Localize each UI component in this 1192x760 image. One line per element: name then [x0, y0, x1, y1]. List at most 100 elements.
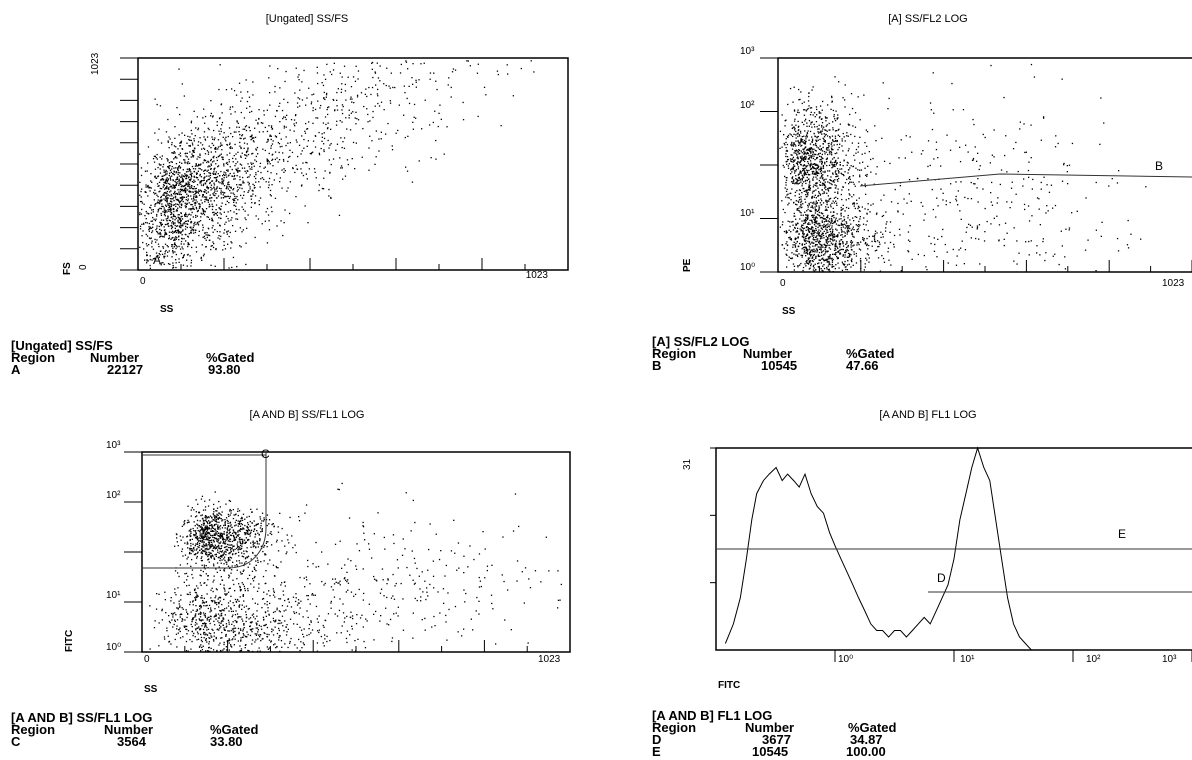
scatter-point: [239, 176, 241, 178]
scatter-point: [374, 72, 377, 74]
scatter-point: [833, 115, 835, 118]
scatter-point: [233, 539, 235, 542]
scatter-point: [817, 194, 820, 197]
scatter-point: [817, 254, 819, 256]
scatter-point: [841, 239, 843, 241]
scatter-point: [857, 151, 859, 153]
scatter-point: [825, 186, 827, 188]
scatter-point: [926, 269, 928, 271]
scatter-point: [153, 191, 155, 194]
scatter-point: [163, 257, 165, 259]
scatter-point: [199, 182, 201, 184]
scatter-point: [815, 173, 817, 176]
scatter-point: [270, 195, 272, 197]
scatter-point: [823, 184, 825, 186]
scatter-point: [181, 189, 183, 191]
scatter-point: [1012, 148, 1015, 150]
scatter-point: [841, 145, 843, 147]
scatter-point: [476, 72, 479, 74]
scatter-point: [972, 157, 975, 160]
scatter-point: [377, 102, 379, 105]
scatter-point: [211, 208, 214, 211]
scatter-point: [189, 139, 191, 141]
scatter-point: [801, 235, 803, 238]
scatter-point: [270, 138, 272, 141]
scatter-point: [823, 221, 826, 223]
scatter-point: [1013, 227, 1015, 229]
scatter-point: [796, 154, 798, 156]
scatter-point: [797, 140, 799, 143]
scatter-point: [231, 540, 233, 543]
scatter-point: [170, 203, 172, 205]
scatter-point: [822, 167, 825, 169]
scatter-point: [795, 114, 798, 116]
scatter-point: [269, 135, 271, 137]
scatter-point: [258, 109, 260, 111]
scatter-point: [183, 189, 185, 192]
scatter-point: [348, 109, 350, 111]
scatter-point: [262, 131, 264, 133]
scatter-point: [199, 173, 201, 176]
scatter-point: [805, 153, 807, 155]
scatter-point: [803, 114, 806, 116]
scatter-point: [336, 105, 338, 107]
scatter-point: [240, 137, 242, 140]
scatter-point: [874, 233, 876, 235]
scatter-point: [1061, 78, 1063, 80]
scatter-point: [215, 568, 217, 570]
scatter-point: [429, 78, 431, 80]
scatter-point: [404, 92, 406, 94]
scatter-point: [173, 231, 175, 234]
scatter-point: [171, 245, 173, 248]
scatter-point: [221, 527, 224, 529]
scatter-point: [793, 109, 796, 111]
scatter-point: [372, 76, 374, 79]
scatter-point: [355, 111, 357, 113]
scatter-point: [799, 172, 801, 174]
scatter-point: [232, 517, 235, 520]
scatter-point: [856, 225, 859, 227]
scatter-point: [172, 264, 174, 267]
scatter-point: [842, 132, 844, 135]
scatter-point: [168, 206, 170, 209]
scatter-point: [876, 232, 878, 234]
scatter-point: [223, 177, 225, 179]
scatter-point: [191, 228, 193, 230]
scatter-point: [819, 145, 821, 147]
scatter-point: [844, 266, 846, 268]
scatter-point: [864, 266, 866, 268]
scatter-point: [821, 163, 823, 165]
scatter-point: [371, 86, 374, 89]
scatter-point: [287, 160, 289, 163]
scatter-point: [166, 255, 169, 257]
scatter-point: [1103, 122, 1105, 124]
scatter-point: [814, 173, 816, 175]
scatter-point: [167, 194, 170, 196]
scatter-point: [984, 231, 986, 233]
scatter-point: [802, 168, 804, 170]
scatter-point: [213, 177, 216, 179]
scatter-point: [154, 205, 156, 207]
scatter-point: [188, 213, 190, 215]
scatter-point: [193, 223, 195, 225]
scatter-point: [819, 138, 821, 141]
scatter-point: [323, 149, 325, 151]
scatter-point: [221, 559, 223, 561]
scatter-point: [235, 218, 237, 220]
scatter-point: [791, 141, 793, 144]
scatter-point: [942, 228, 944, 231]
scatter-point: [821, 161, 823, 163]
scatter-point: [215, 171, 217, 173]
scatter-point: [805, 165, 807, 167]
scatter-point: [830, 183, 832, 185]
scatter-point: [181, 177, 184, 180]
scatter-point: [826, 203, 828, 206]
scatter-point: [192, 149, 194, 152]
scatter-point: [156, 194, 158, 196]
scatter-point: [278, 132, 281, 134]
scatter-point: [816, 182, 818, 184]
scatter-point: [377, 88, 379, 91]
scatter-point: [327, 139, 329, 142]
scatter-point: [157, 243, 160, 245]
scatter-point: [833, 140, 835, 143]
